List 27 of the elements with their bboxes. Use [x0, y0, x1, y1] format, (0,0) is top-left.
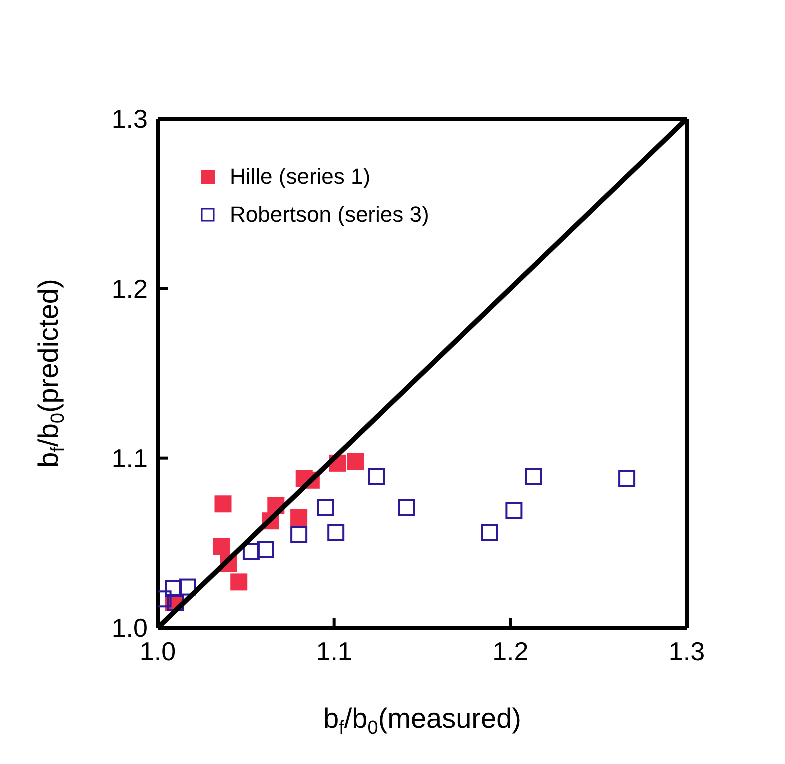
point: [257, 541, 274, 558]
y-tick-label: 1.1: [112, 444, 148, 474]
point: [368, 468, 386, 486]
point: [165, 580, 182, 598]
point: [506, 502, 523, 520]
y-tick-label: 1.2: [112, 274, 148, 304]
x-tick-label: 1.3: [668, 636, 706, 666]
x-tick-label: 1.2: [492, 636, 529, 666]
point: [346, 453, 364, 470]
point: [398, 499, 416, 516]
y-tick-label: 1.3: [112, 104, 148, 134]
point: [179, 578, 196, 596]
legend-label: Hille (series 1): [230, 163, 371, 191]
point: [525, 468, 542, 486]
legend-label: Robertson (series 3): [230, 201, 430, 229]
point: [618, 470, 636, 488]
point: [214, 496, 232, 513]
point: [230, 574, 248, 591]
point: [481, 524, 498, 542]
point: [290, 526, 308, 544]
x-axis-title: b$_{f}$/b$_{0}$(measured): [324, 703, 522, 739]
point: [242, 543, 260, 560]
point: [212, 538, 230, 556]
point: [290, 509, 308, 526]
x-tick-label: 1.1: [316, 636, 352, 666]
point: [317, 499, 334, 516]
point: [328, 524, 345, 542]
